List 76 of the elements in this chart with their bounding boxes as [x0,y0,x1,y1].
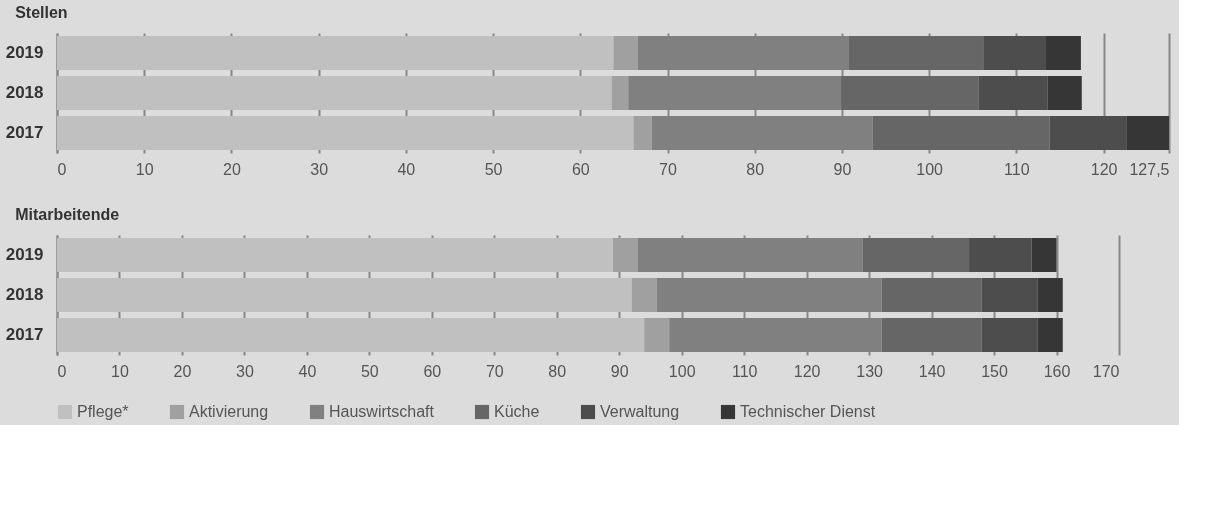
x-tick-label: 120 [1090,160,1118,178]
x-tick-label: 100 [916,160,944,178]
x-tick-label: 70 [659,160,678,178]
x-tick-label: 20 [223,160,241,178]
y-tick-label: 2017 [5,123,44,142]
bar [57,36,614,70]
x-tick-label: 0 [57,160,67,178]
bar [611,76,629,110]
bar [57,238,613,272]
x-tick-label: 0 [57,362,67,380]
bar [1049,116,1127,150]
bar [841,76,979,110]
bar [612,238,638,272]
bar [1037,278,1063,312]
x-tick-label: 150 [981,362,1008,380]
x-tick-label: 50 [484,160,503,178]
bar [613,36,638,70]
bar [631,278,657,312]
y-tick-label: 2017 [5,325,44,344]
legend-label: Technischer Dienst [740,403,876,420]
x-tick-label: 127,5 [1129,160,1170,178]
bar [57,318,645,352]
bar [881,318,982,352]
y-tick-label: 2019 [5,43,44,62]
x-tick-label: 60 [423,362,442,380]
legend-label: Hauswirtschaft [329,403,435,420]
y-tick-label: 2018 [5,83,44,102]
y-tick-label: 2018 [5,285,44,304]
x-tick-label: 40 [298,362,317,380]
bar [57,116,634,150]
bar [1047,76,1082,110]
bar [1046,36,1081,70]
bar [978,76,1048,110]
bar [1126,116,1169,150]
x-tick-label: 20 [173,362,192,380]
x-tick-label: 40 [397,160,416,178]
bar [969,238,1032,272]
bar [872,116,1050,150]
bar [848,36,984,70]
bar [981,278,1038,312]
x-tick-label: 100 [668,362,696,380]
bar [981,318,1038,352]
x-tick-label: 170 [1092,362,1120,380]
y-tick-label: 2019 [5,245,44,264]
bar [57,278,632,312]
x-tick-label: 80 [746,160,765,178]
x-tick-label: 10 [135,160,154,178]
chart-title: Mitarbeitende [15,206,120,223]
x-tick-label: 110 [1004,160,1030,178]
x-tick-label: 80 [548,362,567,380]
bar [1031,238,1057,272]
bar [983,36,1047,70]
x-tick-label: 30 [236,362,254,380]
x-tick-label: 70 [485,362,504,380]
x-tick-label: 130 [856,362,884,380]
legend-label: Küche [494,403,540,420]
x-tick-label: 10 [111,362,129,380]
x-tick-label: 50 [360,362,379,380]
x-tick-label: 30 [310,160,329,178]
bar [1037,318,1063,352]
bar [644,318,670,352]
legend-label: Aktivierung [189,403,269,420]
x-tick-label: 160 [1043,362,1071,380]
bar [881,278,982,312]
x-tick-label: 140 [918,362,946,380]
bar [862,238,970,272]
x-tick-label: 90 [833,160,852,178]
legend-label: Verwaltung [600,403,680,420]
x-tick-label: 60 [571,160,590,178]
chart-title: Stellen [15,4,68,21]
bar [57,76,612,110]
x-tick-label: 120 [793,362,821,380]
x-tick-label: 90 [610,362,629,380]
x-tick-label: 110 [731,362,758,380]
legend-label: Pflege* [77,403,129,420]
bar [633,116,652,150]
